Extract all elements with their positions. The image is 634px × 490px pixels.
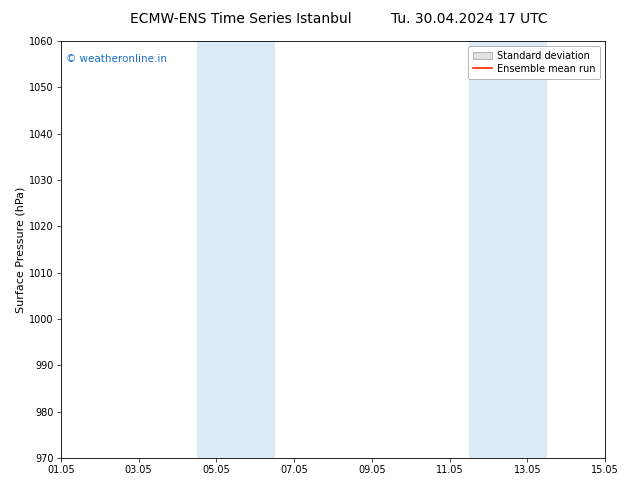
Legend: Standard deviation, Ensemble mean run: Standard deviation, Ensemble mean run — [468, 46, 600, 78]
Text: ECMW-ENS Time Series Istanbul: ECMW-ENS Time Series Istanbul — [130, 12, 352, 26]
Bar — [469, 41, 547, 458]
Bar — [197, 41, 275, 458]
Text: © weatheronline.in: © weatheronline.in — [66, 53, 167, 64]
Text: Tu. 30.04.2024 17 UTC: Tu. 30.04.2024 17 UTC — [391, 12, 548, 26]
Y-axis label: Surface Pressure (hPa): Surface Pressure (hPa) — [15, 186, 25, 313]
